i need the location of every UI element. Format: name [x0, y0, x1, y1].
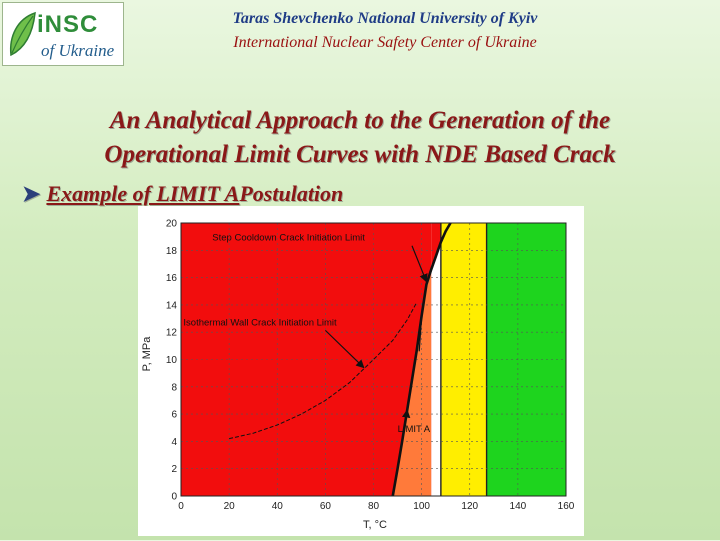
- y-tick-label: 8: [171, 382, 177, 393]
- plot-panel: Step Cooldown Crack Initiation Limit Isot…: [138, 206, 584, 536]
- logo-text-ukraine: of Ukraine: [41, 41, 115, 60]
- y-tick-label: 14: [166, 300, 178, 311]
- x-tick-label: 140: [510, 501, 527, 512]
- x-tick-label: 20: [224, 501, 236, 512]
- y-tick-label: 16: [166, 273, 178, 284]
- bullet-line: ➤ Example of LIMIT APostulation: [22, 181, 343, 207]
- annotation-label: LIMIT A: [398, 424, 431, 435]
- center-name: International Nuclear Safety Center of U…: [233, 34, 537, 51]
- slide-title: An Analytical Approach to the Generation…: [20, 104, 700, 172]
- x-axis-label: T, °C: [363, 519, 387, 531]
- y-tick-label: 2: [171, 464, 177, 475]
- y-tick-label: 12: [166, 328, 178, 339]
- y-tick-label: 20: [166, 219, 178, 230]
- plot-frame: [180, 222, 567, 497]
- bullet-text-b: Postulation: [239, 181, 344, 206]
- x-tick-label: 80: [368, 501, 380, 512]
- bullet-text-a: Example of LIMIT A: [46, 181, 240, 206]
- region-yellow: [440, 223, 487, 496]
- university-name: Taras Shevchenko National University of …: [232, 10, 538, 27]
- region-red-upper: [431, 223, 451, 270]
- x-tick-label: 120: [461, 501, 478, 512]
- y-tick-label: 0: [171, 492, 177, 503]
- x-tick-label: 40: [272, 501, 284, 512]
- x-tick-label: 160: [558, 501, 575, 512]
- slide-title-line1: An Analytical Approach to the Generation…: [109, 107, 611, 134]
- chart-axes: 0 20 40 60 80 100 120 140 160 0 2 4 6 8 10 12 14 16 18 20: [166, 219, 575, 513]
- annotation-arrow: [324, 329, 365, 369]
- limit-curves-chart: Step Cooldown Crack Initiation Limit Isot…: [141, 219, 575, 532]
- annotation-arrow: [411, 245, 428, 283]
- y-tick-label: 6: [171, 410, 177, 421]
- chart-annotations: Step Cooldown Crack Initiation Limit Isot…: [183, 233, 430, 435]
- insc-logo: iNSC of Ukraine: [2, 2, 124, 66]
- arrow-bullet-icon: ➤: [22, 181, 41, 206]
- annotation-label: Isothermal Wall Crack Initiation Limit: [183, 317, 337, 328]
- y-tick-label: 4: [171, 437, 177, 448]
- leaf-icon: [9, 11, 36, 57]
- y-axis-label: P, MPa: [141, 336, 153, 372]
- annotation-label: Step Cooldown Crack Initiation Limit: [212, 233, 365, 244]
- isothermal-limit-line: [229, 301, 418, 440]
- x-tick-label: 0: [178, 501, 184, 512]
- slide-title-line2: Operational Limit Curves with NDE Based …: [104, 141, 616, 168]
- y-tick-label: 10: [166, 355, 178, 366]
- x-tick-label: 100: [413, 501, 430, 512]
- limit-a-line: [391, 222, 452, 497]
- y-tick-label: 18: [166, 246, 178, 257]
- annotation-arrow: [401, 409, 411, 422]
- x-tick-label: 60: [320, 501, 332, 512]
- logo-text-insc: iNSC: [37, 11, 99, 38]
- chart-series: [229, 222, 452, 497]
